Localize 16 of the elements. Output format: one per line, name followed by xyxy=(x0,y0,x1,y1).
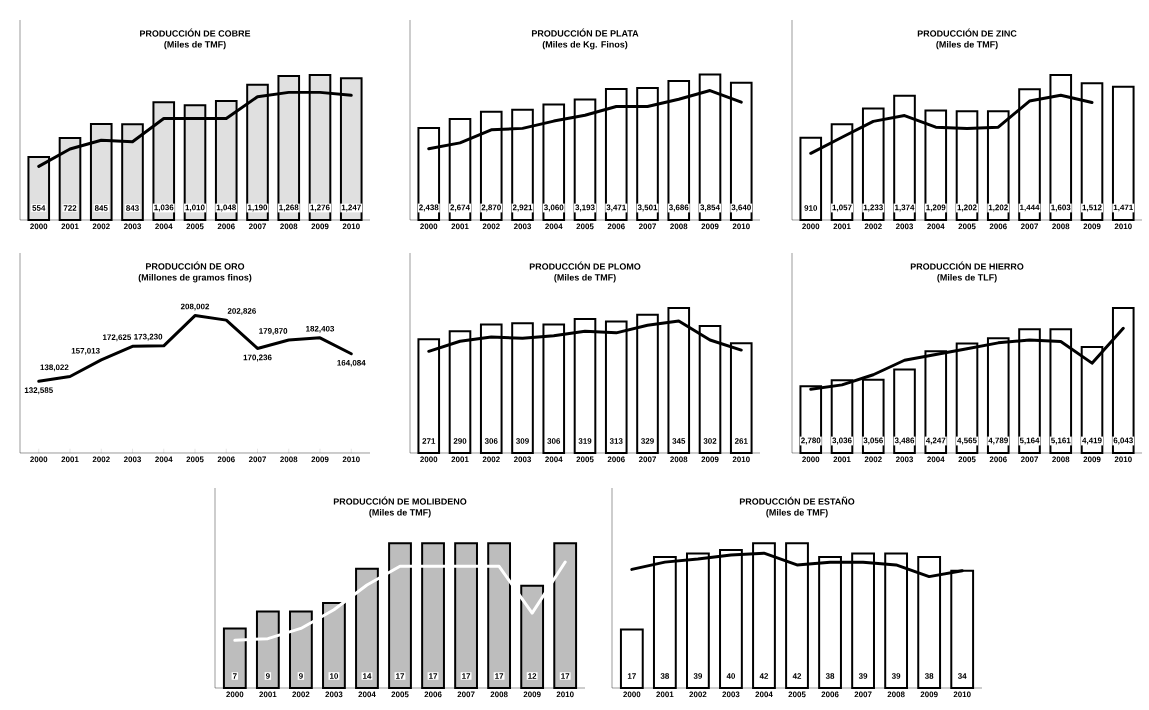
text: (Miles de TMF) xyxy=(936,41,998,50)
text: (Miles de TMF) xyxy=(164,41,226,50)
text: (Millones de gramos finos) xyxy=(138,274,252,283)
text: (Miles de TMF) xyxy=(766,509,828,518)
text: (Miles de TLF) xyxy=(937,274,997,283)
text: PRODUCCIÓN DE ZINC xyxy=(917,28,1017,37)
text: PRODUCCIÓN DE PLOMO xyxy=(529,261,641,270)
text: PRODUCCIÓN DE MOLIBDENO xyxy=(333,496,467,505)
text: (Miles de Kg. Finos) xyxy=(542,41,628,50)
text: PRODUCCIÓN DE ORO xyxy=(146,261,245,270)
text: PRODUCCIÓN DE COBRE xyxy=(140,28,251,37)
text: PRODUCCIÓN DE HIERRO xyxy=(910,261,1024,270)
text: (Miles de TMF) xyxy=(554,274,616,283)
text: PRODUCCIÓN DE PLATA xyxy=(531,28,639,37)
text: (Miles de TMF) xyxy=(369,509,431,518)
text: PRODUCCIÓN DE ESTAÑO xyxy=(739,496,855,505)
